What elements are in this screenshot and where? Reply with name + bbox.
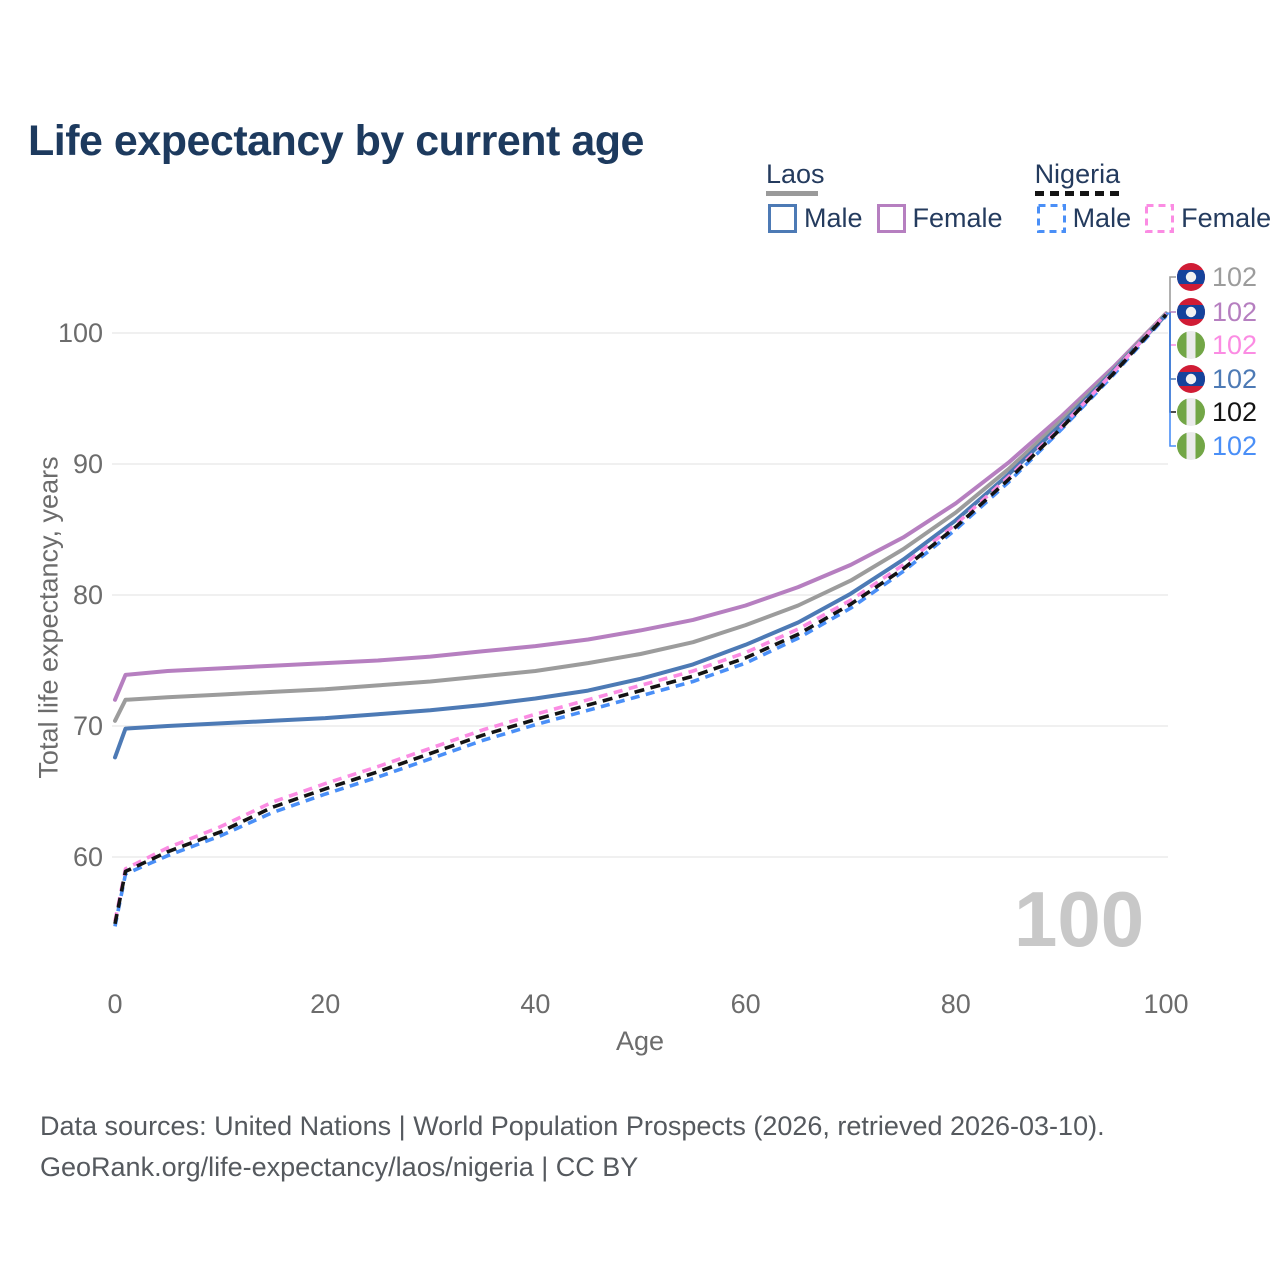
y-tick-label: 70 bbox=[73, 711, 103, 741]
end-label-connector bbox=[1166, 312, 1176, 380]
legend-item-laos-female[interactable]: Female bbox=[875, 202, 1003, 235]
y-tick-label: 60 bbox=[73, 842, 103, 872]
series-end-value: 102 bbox=[1212, 297, 1257, 327]
age-counter-watermark: 100 bbox=[1014, 875, 1145, 963]
series-end-value: 102 bbox=[1212, 364, 1257, 394]
x-tick-label: 20 bbox=[310, 989, 340, 1019]
x-tick-label: 80 bbox=[941, 989, 971, 1019]
series-line-laos-all bbox=[113, 311, 1168, 723]
series-end-value: 102 bbox=[1212, 431, 1257, 461]
end-label-connector bbox=[1166, 312, 1176, 413]
x-tick-label: 40 bbox=[520, 989, 550, 1019]
legend-item-nigeria-male[interactable]: Male bbox=[1035, 202, 1132, 235]
nigeria-dashed-line-sample bbox=[1034, 191, 1123, 196]
series-line-nigeria-all bbox=[113, 313, 1168, 925]
legend-swatch-nigeria-male bbox=[1036, 204, 1066, 233]
series-line-nigeria-female bbox=[113, 312, 1168, 922]
legend-label-laos-male: Male bbox=[804, 203, 863, 233]
y-tick-label: 90 bbox=[73, 449, 103, 479]
laos-flag-icon bbox=[1177, 365, 1205, 393]
x-tick-label: 100 bbox=[1143, 989, 1188, 1019]
legend-label-laos-female: Female bbox=[912, 203, 1003, 233]
legend-item-nigeria-female[interactable]: Female bbox=[1143, 202, 1271, 235]
legend-swatch-laos-male bbox=[768, 204, 797, 233]
legend: Laos Male Female Nigeria bbox=[766, 160, 1271, 235]
end-label-connector bbox=[1166, 312, 1176, 346]
legend-group-nigeria-title: Nigeria bbox=[1034, 159, 1121, 189]
series-line-laos-female bbox=[113, 311, 1168, 702]
nigeria-flag-icon bbox=[1177, 398, 1205, 426]
footer: Data sources: United Nations | World Pop… bbox=[40, 1106, 1105, 1188]
legend-label-nigeria-male: Male bbox=[1072, 203, 1132, 233]
series-line-nigeria-male bbox=[113, 314, 1168, 927]
legend-item-laos-male[interactable]: Male bbox=[766, 202, 863, 235]
legend-group-laos-title: Laos bbox=[766, 159, 825, 189]
data-sources-text: Data sources: United Nations | World Pop… bbox=[40, 1111, 1105, 1141]
x-axis-title: Age bbox=[615, 1026, 665, 1056]
laos-flag-icon bbox=[1177, 263, 1205, 291]
laos-flag-icon bbox=[1177, 298, 1205, 326]
series-end-value: 102 bbox=[1212, 262, 1257, 292]
end-label-connector bbox=[1166, 276, 1176, 315]
nigeria-flag-icon bbox=[1177, 432, 1205, 460]
nigeria-flag-icon bbox=[1177, 331, 1205, 359]
legend-swatch-laos-female bbox=[876, 204, 906, 233]
series-end-value: 102 bbox=[1212, 330, 1257, 360]
attribution-text: GeoRank.org/life-expectancy/laos/nigeria… bbox=[40, 1152, 639, 1182]
end-label-connector bbox=[1166, 312, 1176, 447]
series-end-value: 102 bbox=[1212, 397, 1257, 427]
legend-label-nigeria-female: Female bbox=[1181, 203, 1272, 233]
legend-swatch-nigeria-female bbox=[1145, 204, 1175, 233]
y-tick-label: 80 bbox=[73, 580, 103, 610]
legend-group-laos: Laos Male Female bbox=[766, 160, 1003, 235]
series-line-laos-male bbox=[113, 312, 1168, 760]
y-tick-label: 100 bbox=[58, 318, 103, 348]
x-tick-label: 60 bbox=[731, 989, 761, 1019]
x-tick-label: 0 bbox=[107, 989, 122, 1019]
legend-group-nigeria: Nigeria Male Female bbox=[1034, 159, 1271, 235]
laos-solid-line-sample bbox=[766, 191, 818, 196]
y-axis-title: Total life expectancy, years bbox=[33, 456, 64, 779]
chart-title: Life expectancy by current age bbox=[28, 116, 644, 165]
